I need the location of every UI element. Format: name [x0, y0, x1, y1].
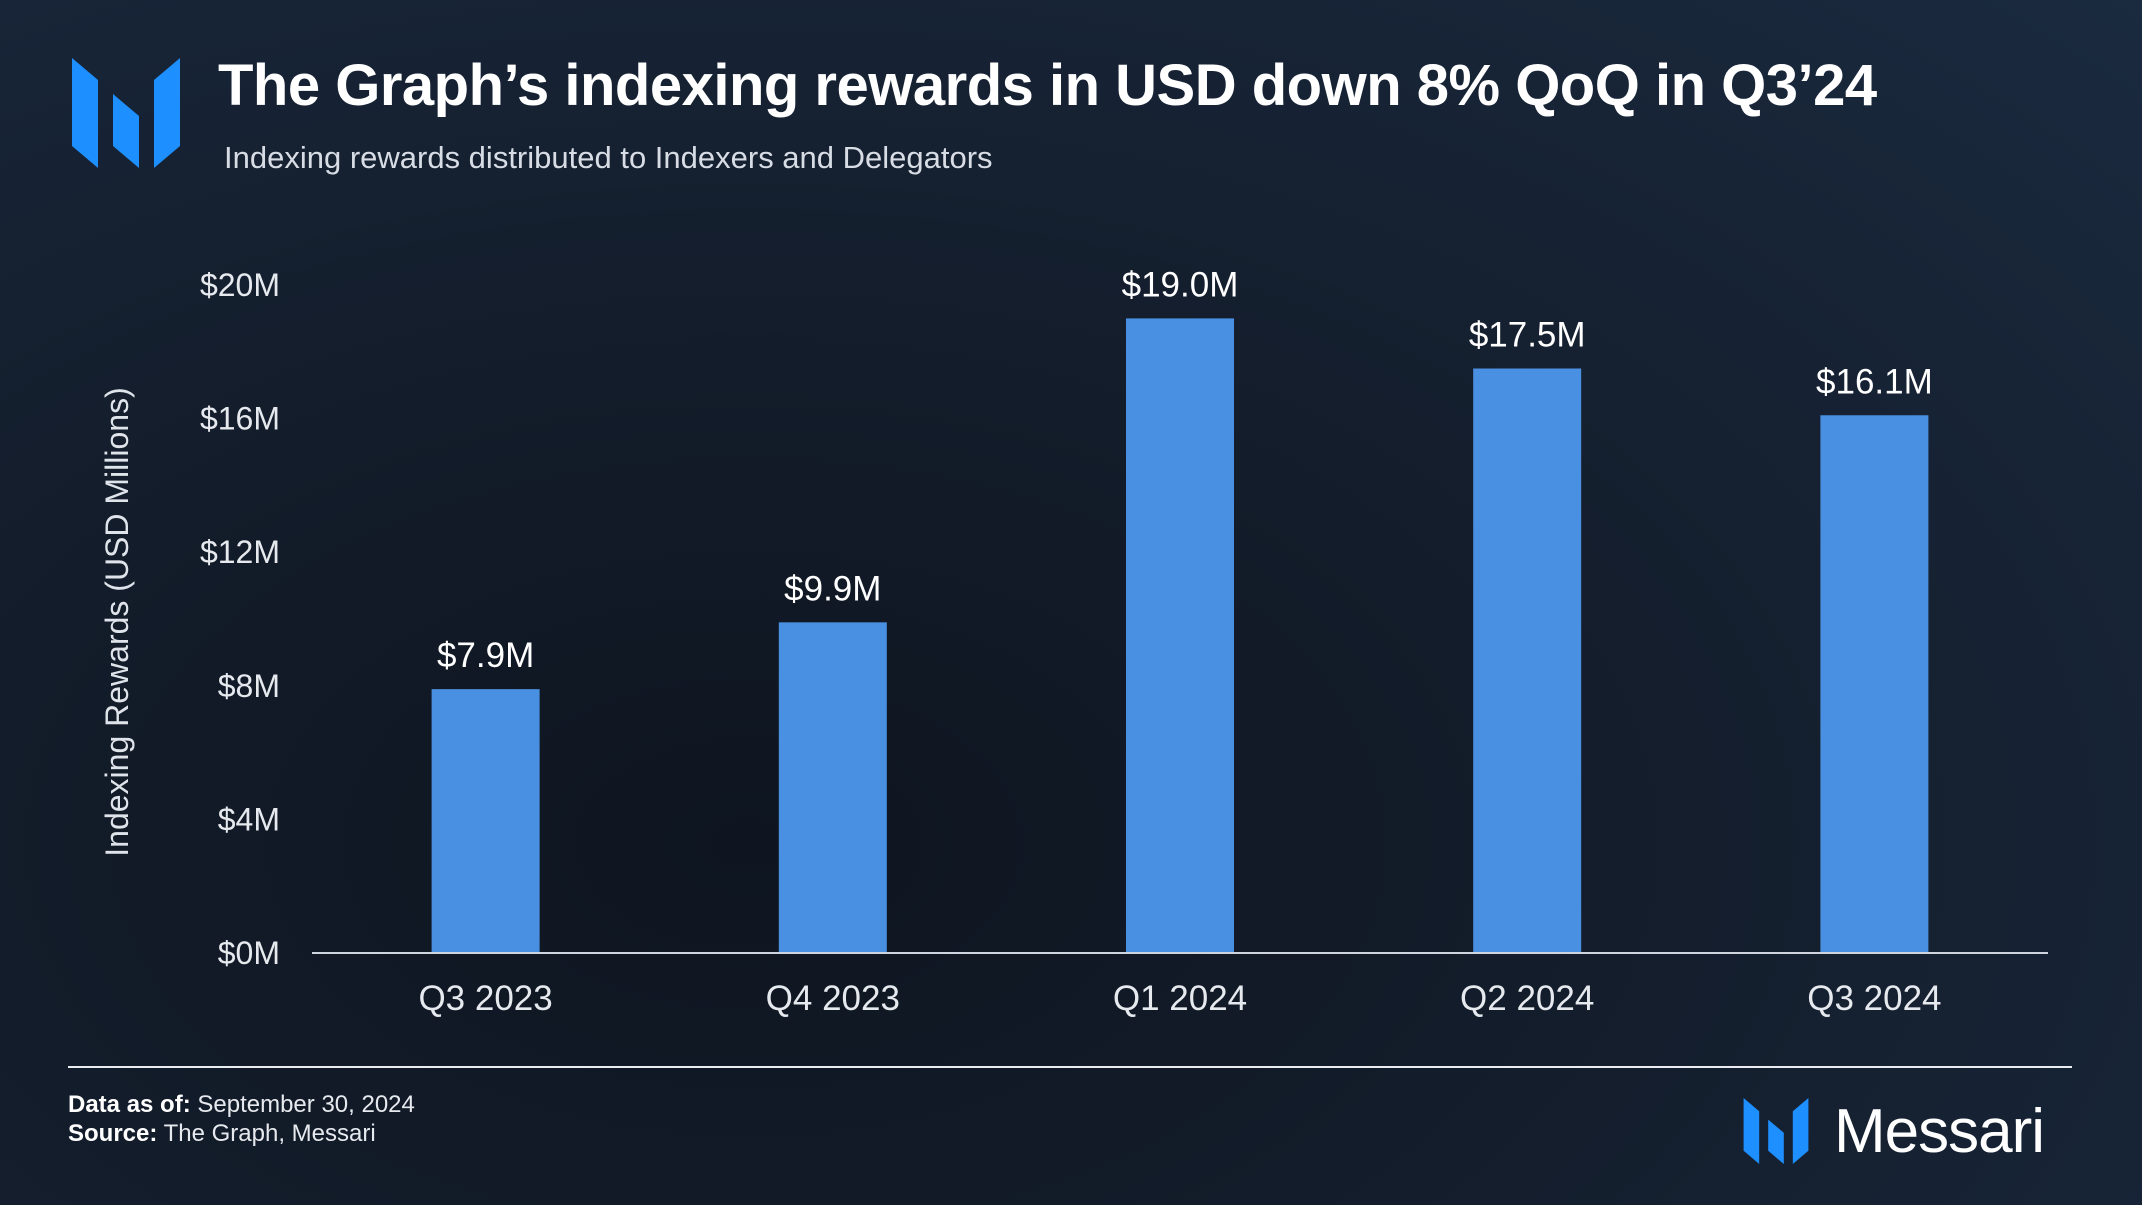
data-label: $16.1M: [1816, 362, 1933, 401]
data-as-of: Data as of: September 30, 2024: [68, 1091, 415, 1119]
x-tick-label: Q3 2023: [418, 979, 552, 1018]
y-tick-label: $20M: [200, 267, 280, 303]
x-tick-label: Q2 2024: [1460, 979, 1594, 1018]
y-tick-label: $16M: [200, 401, 280, 437]
data-as-of-value: September 30, 2024: [190, 1091, 415, 1118]
bar: [1126, 318, 1234, 953]
y-axis-label: Indexing Rewards (USD Millions): [99, 387, 135, 856]
y-tick-label: $0M: [218, 935, 280, 971]
messari-brand: Messari: [1742, 1096, 2072, 1170]
data-as-of-label: Data as of:: [68, 1091, 191, 1118]
bar: [1820, 415, 1929, 953]
messari-logo-icon: [72, 58, 180, 168]
source-label: Source:: [68, 1120, 158, 1147]
data-label: $9.9M: [784, 569, 881, 608]
y-tick-label: $4M: [218, 801, 280, 837]
x-tick-label: Q4 2023: [766, 979, 900, 1018]
bar: [431, 689, 540, 953]
y-tick-label: $8M: [218, 668, 280, 704]
chart-subtitle: Indexing rewards distributed to Indexers…: [224, 140, 993, 175]
messari-brand-icon: [1743, 1098, 1809, 1164]
x-tick-label: Q1 2024: [1113, 979, 1247, 1018]
source: Source: The Graph, Messari: [68, 1120, 376, 1148]
brand-name: Messari: [1834, 1097, 2045, 1166]
bar: [1473, 368, 1582, 953]
footer-divider: [68, 1066, 2072, 1068]
x-tick-label: Q3 2024: [1807, 979, 1941, 1018]
data-label: $19.0M: [1122, 265, 1239, 304]
y-tick-label: $12M: [200, 534, 280, 570]
bar: [778, 622, 887, 953]
chart-title: The Graph’s indexing rewards in USD down…: [218, 53, 1877, 118]
data-label: $7.9M: [437, 636, 534, 675]
source-value: The Graph, Messari: [157, 1120, 376, 1147]
data-label: $17.5M: [1469, 316, 1586, 355]
